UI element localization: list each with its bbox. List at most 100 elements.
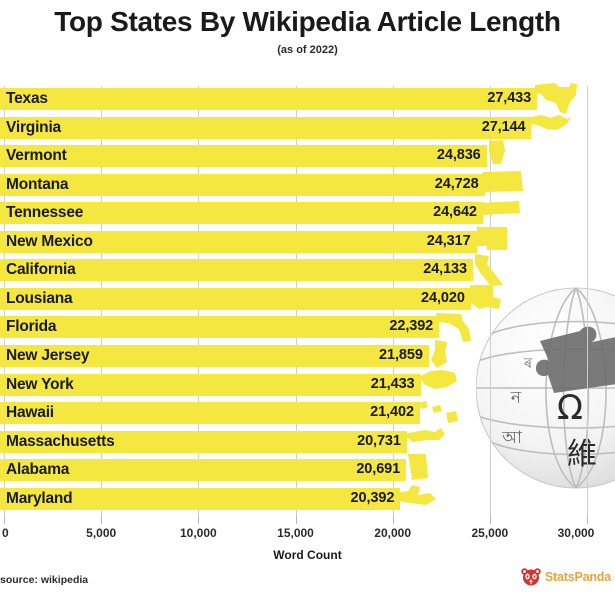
bar-row[interactable]: Tennessee 24,642 [0,201,615,225]
bar-row[interactable]: New York 21,433 [0,369,615,396]
plot-area: Texas 27,433 Virginia 27,144 Vermont 24,836 Mo… [0,83,615,516]
bar[interactable] [0,287,471,310]
state-shape-icon [473,224,519,260]
bar-category-label: California [6,261,76,279]
x-axis-tick-label: 15,000 [277,526,314,540]
state-shape-icon [533,81,579,117]
bar-value-label: 24,317 [426,232,471,249]
x-axis-tick [295,516,297,524]
state-shape-icon [402,452,448,488]
x-axis-tick-label: 20,000 [374,526,412,540]
state-shape-icon [467,281,513,317]
bar-category-label: Maryland [6,489,73,507]
bar-category-label: Massachusetts [6,432,115,450]
bar[interactable] [0,459,407,482]
bar-value-label: 22,392 [389,318,434,335]
bar[interactable] [0,430,407,453]
x-axis-tick [198,516,200,524]
x-axis-tick-label: 5,000 [86,526,117,540]
state-shape-icon [425,338,471,374]
bar-value-label: 24,020 [421,289,465,306]
bar-row[interactable]: Florida 22,392 [0,313,615,343]
bar-value-label: 20,731 [357,432,401,449]
bar[interactable] [0,88,538,110]
state-shape-icon [396,481,442,517]
bar-value-label: 24,133 [423,261,467,278]
bar[interactable] [0,487,401,510]
brand-logo: StatsPanda [521,564,611,590]
bar-row[interactable]: Lousiana 24,020 [0,284,615,310]
bar-value-label: 21,859 [379,346,423,363]
state-shape-icon [417,367,463,403]
bar[interactable] [0,402,420,425]
bar-row[interactable]: California 24,133 [0,254,615,287]
bar-category-label: Tennessee [6,204,84,222]
chart-title: Top States By Wikipedia Article Length [54,6,561,37]
x-axis-tick [489,516,491,524]
bar-value-label: 24,642 [433,204,477,221]
bar-category-label: New Jersey [6,346,90,364]
bar-value-label: 20,392 [350,489,395,506]
bar-category-label: Texas [6,90,48,107]
x-axis-tick-label: 30,000 [557,526,595,540]
bar[interactable] [0,116,532,139]
x-axis-tick [101,516,103,524]
bar-row[interactable]: Montana 24,728 [0,170,615,196]
bar[interactable] [0,316,440,339]
bar-row[interactable]: Massachusetts 20,731 [0,427,615,453]
state-shape-icon [479,195,525,231]
bar-category-label: Lousiana [6,289,73,307]
bar[interactable] [0,373,421,396]
panda-face-icon [521,568,541,586]
bar-row[interactable]: New Jersey 21,859 [0,339,615,368]
bar-category-label: Florida [6,318,57,336]
bar-row[interactable]: Vermont 24,836 [0,140,615,168]
bar[interactable] [0,344,429,367]
x-axis-tick-label: 0 [2,526,9,540]
bar[interactable] [0,145,487,168]
bar-category-label: Hawaii [6,404,54,422]
bar[interactable] [0,202,483,225]
x-axis-tick [4,516,5,524]
bar-value-label: 24,728 [434,175,479,192]
brand-name: StatsPanda [544,570,611,584]
bar-value-label: 27,433 [487,90,532,106]
bar-category-label: New Mexico [6,232,93,250]
state-shape-icon [469,252,515,288]
bar-row[interactable]: Maryland 20,392 [0,484,615,510]
bar-category-label: Montana [6,175,69,193]
x-axis-tick [587,516,588,524]
bar-value-label: 21,402 [370,404,414,421]
state-shape-icon [527,110,573,146]
bar-value-label: 24,836 [436,147,481,164]
bar-row[interactable]: Virginia 27,144 [0,114,615,139]
x-axis: Word Count 0 5,000 10,000 15,000 20,000 25,00… [0,516,615,562]
bar-category-label: Virginia [6,118,61,136]
chart-subtitle: (as of 2022) [277,44,338,56]
bar-value-label: 20,691 [356,461,401,478]
state-shape-icon [416,395,462,431]
x-axis-tick-label: 10,000 [179,526,217,540]
bar-rows: Texas 27,433 Virginia 27,144 Vermont 24,836 Mo… [0,83,615,516]
state-shape-icon [480,167,527,203]
bar-row[interactable]: Alabama 20,691 [0,454,615,482]
bar-row[interactable]: Hawaii 21,402 [0,401,615,425]
x-axis-tick [392,516,394,524]
bar-value-label: 21,433 [370,375,415,392]
bar[interactable] [0,230,477,253]
x-axis-tick-label: 25,000 [471,526,509,540]
bar-row[interactable]: New Mexico 24,317 [0,226,615,253]
gridline [587,86,588,516]
bar-category-label: New York [6,375,74,393]
source-note: source: wikipedia [0,574,89,586]
bar-category-label: Vermont [6,147,67,165]
bar-row[interactable]: Texas 27,433 [0,83,615,114]
bar[interactable] [0,173,485,196]
state-shape-icon [483,138,529,174]
bar-value-label: 27,144 [481,118,526,135]
bar[interactable] [0,259,473,282]
bar-category-label: Alabama [6,461,70,479]
state-shape-icon [435,309,481,345]
state-shape-icon [402,424,449,460]
